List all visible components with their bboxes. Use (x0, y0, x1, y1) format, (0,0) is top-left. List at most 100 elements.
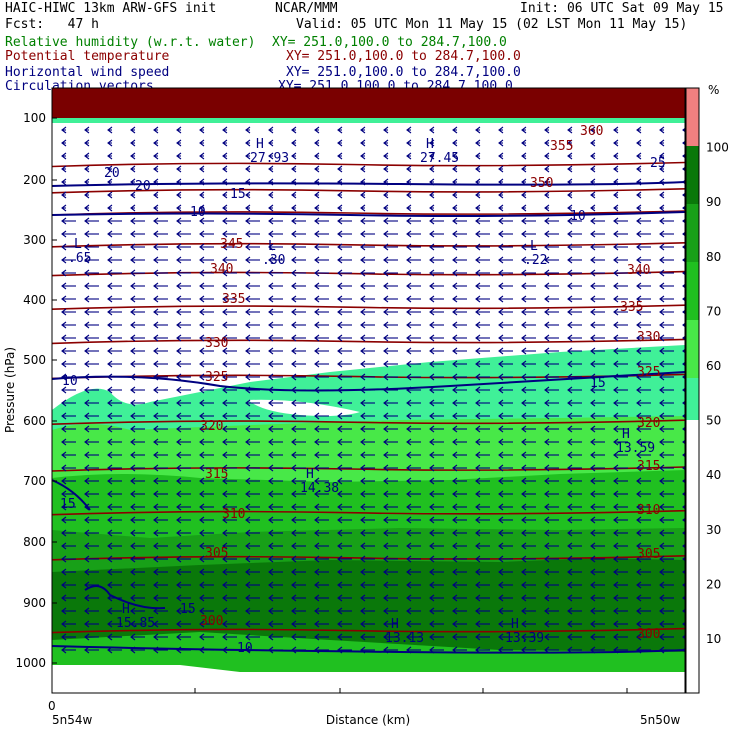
vector-head (222, 360, 228, 368)
vector-head (544, 503, 550, 511)
vector-head (406, 282, 412, 290)
vector-head (314, 490, 320, 498)
vector-head (291, 607, 297, 615)
vector-head (659, 516, 665, 524)
vector-head (475, 490, 481, 498)
vector-head (544, 516, 550, 524)
vector-head (406, 594, 412, 602)
vector-head (130, 594, 136, 602)
vector-head (590, 399, 596, 407)
vector-head (544, 256, 550, 264)
vector-head (567, 438, 573, 446)
theta-label: 335 (222, 292, 245, 307)
vector-head (84, 438, 90, 446)
vector-head (107, 126, 113, 134)
vector-head (590, 386, 596, 394)
vector-head (245, 581, 251, 589)
vector-head (590, 412, 596, 420)
vector-head (130, 490, 136, 498)
vector-head (475, 386, 481, 394)
chart-labels: 345 340 335 330 325 320 315 310 305 300 300 305 310 3… (60, 124, 666, 656)
vector-head (176, 399, 182, 407)
vector-head (199, 295, 205, 303)
vector-head (544, 139, 550, 147)
vector-head (475, 334, 481, 342)
vector-head (498, 425, 504, 433)
vector-head (383, 165, 389, 173)
vector-head (429, 321, 435, 329)
vector-head (544, 477, 550, 485)
vector-head (61, 568, 67, 576)
vector-head (383, 373, 389, 381)
vector-head (429, 438, 435, 446)
vector-head (176, 503, 182, 511)
vector-head (636, 386, 642, 394)
vector-head (682, 361, 685, 367)
vector-head (107, 581, 113, 589)
vector-head (314, 334, 320, 342)
vector-head (383, 126, 389, 134)
vector-head (567, 542, 573, 550)
vector-head (222, 230, 228, 238)
vector-head (636, 451, 642, 459)
vector-head (383, 438, 389, 446)
colorbar-tick-label: 60 (706, 359, 721, 373)
vector-head (544, 191, 550, 199)
theta-label: 305 (205, 546, 228, 561)
vector-head (636, 230, 642, 238)
vector-head (429, 347, 435, 355)
vector-head (222, 204, 228, 212)
colorbar-tick-label: 70 (706, 304, 721, 318)
vector-head (544, 282, 550, 290)
vector-head (337, 295, 343, 303)
vector-head (521, 282, 527, 290)
vector-head (475, 464, 481, 472)
vector-head (590, 425, 596, 433)
vector-head (245, 243, 251, 251)
vector-head (613, 464, 619, 472)
vector-head (176, 581, 182, 589)
vector-head (360, 451, 366, 459)
vector-head (153, 217, 159, 225)
colorbar-tick-label: 40 (706, 468, 721, 482)
vector-head (682, 608, 685, 614)
vector-head (475, 347, 481, 355)
vector-head (61, 633, 67, 641)
vector-head (107, 269, 113, 277)
vector-head (199, 633, 205, 641)
vector-head (268, 464, 274, 472)
vector-head (84, 152, 90, 160)
vector-head (521, 529, 527, 537)
vector-head (475, 620, 481, 628)
vector-head (153, 464, 159, 472)
vector-head (567, 139, 573, 147)
vector-head (337, 451, 343, 459)
vector-head (498, 633, 504, 641)
vector-head (107, 633, 113, 641)
colorbar-low (686, 420, 699, 693)
vector-head (452, 139, 458, 147)
vector-head (521, 568, 527, 576)
vector-head (268, 126, 274, 134)
vector-head (314, 464, 320, 472)
vector-head (613, 191, 619, 199)
y-tick-label: 800 (23, 535, 46, 549)
vector-head (521, 230, 527, 238)
y-tick-label: 600 (23, 414, 46, 428)
extremum-type: L (74, 237, 82, 252)
vector-head (107, 425, 113, 433)
vector-head (567, 126, 573, 134)
vector-head (107, 347, 113, 355)
vector-head (291, 334, 297, 342)
vector-head (429, 399, 435, 407)
vector-head (291, 152, 297, 160)
vector-head (222, 516, 228, 524)
vector-head (245, 516, 251, 524)
vector-head (498, 516, 504, 524)
vector-head (222, 347, 228, 355)
vector-head (130, 386, 136, 394)
vector-head (567, 451, 573, 459)
vector-head (176, 425, 182, 433)
vector-head (176, 386, 182, 394)
vector-head (245, 464, 251, 472)
